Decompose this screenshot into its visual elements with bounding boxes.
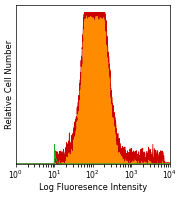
X-axis label: Log Fluoresence Intensity: Log Fluoresence Intensity <box>39 183 147 192</box>
Y-axis label: Relative Cell Number: Relative Cell Number <box>5 40 14 129</box>
